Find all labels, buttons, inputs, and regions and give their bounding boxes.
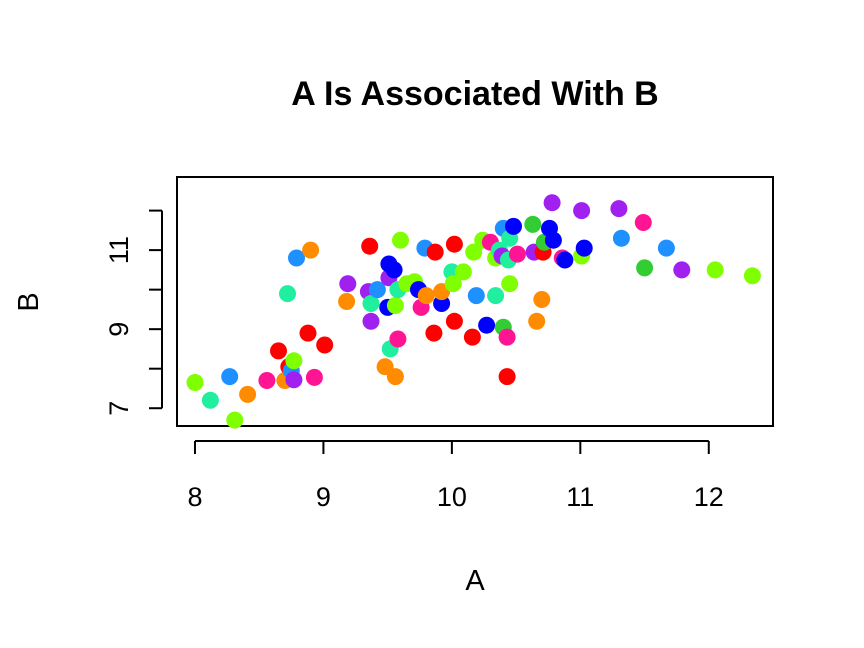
data-point	[454, 263, 472, 281]
x-axis-label: A	[465, 565, 485, 597]
data-point	[478, 316, 496, 334]
data-point	[285, 371, 303, 389]
data-point	[524, 215, 542, 233]
data-point	[508, 245, 526, 263]
plot-area-frame	[176, 176, 774, 427]
chart-title: A Is Associated With B	[291, 75, 658, 113]
data-point	[425, 324, 443, 342]
data-point	[339, 275, 357, 293]
x-tick-label: 11	[566, 482, 594, 512]
data-points	[186, 194, 761, 429]
data-point	[445, 235, 463, 253]
data-point	[556, 251, 574, 269]
data-point	[657, 239, 675, 257]
data-point	[362, 295, 380, 312]
data-point	[186, 374, 204, 391]
data-point	[305, 368, 323, 386]
data-point	[612, 229, 630, 247]
data-point	[467, 287, 485, 305]
data-point	[362, 312, 380, 330]
data-point	[221, 368, 239, 386]
x-tick-label: 8	[187, 482, 202, 512]
data-point	[487, 287, 505, 305]
x-tick-label: 10	[437, 482, 467, 512]
data-point	[392, 231, 409, 249]
data-point	[386, 297, 404, 314]
data-point	[501, 275, 519, 293]
data-point	[498, 328, 516, 346]
data-point	[743, 267, 761, 285]
data-point	[389, 330, 407, 348]
data-point	[226, 411, 244, 429]
x-tick-label: 12	[694, 482, 724, 512]
data-point	[543, 194, 561, 212]
x-tick-label: 9	[316, 482, 331, 512]
data-point	[338, 293, 356, 310]
data-point	[258, 372, 276, 389]
data-point	[279, 285, 296, 303]
data-point	[445, 312, 463, 330]
data-point	[573, 202, 591, 220]
data-point	[636, 259, 654, 277]
data-point	[673, 261, 691, 279]
data-point	[417, 287, 435, 305]
data-point	[505, 217, 522, 235]
data-point	[361, 237, 379, 255]
y-tick-label: 11	[104, 236, 134, 264]
x-axis: 8 9 10 11 12	[187, 440, 724, 512]
data-point	[533, 291, 551, 308]
data-point	[239, 385, 257, 403]
data-point	[385, 261, 403, 279]
y-axis: 7 9 11	[104, 209, 163, 416]
data-point	[433, 295, 451, 312]
data-point	[465, 243, 483, 261]
data-point	[463, 328, 481, 346]
data-point	[285, 352, 303, 370]
y-tick-label: 9	[104, 322, 134, 337]
data-point	[316, 336, 334, 354]
data-point	[386, 368, 404, 386]
data-point	[201, 391, 219, 409]
y-tick-label: 7	[104, 401, 134, 416]
data-point	[544, 231, 562, 249]
data-point	[368, 281, 386, 299]
data-point	[528, 312, 546, 330]
data-point	[302, 241, 320, 259]
data-point	[634, 214, 652, 231]
data-point	[706, 261, 724, 279]
data-point	[575, 239, 593, 257]
data-point	[299, 324, 317, 342]
data-point	[426, 243, 444, 261]
y-axis-label: B	[13, 292, 45, 311]
data-point	[444, 275, 462, 293]
data-point	[288, 249, 305, 267]
data-point	[270, 342, 287, 360]
data-point	[610, 200, 628, 218]
data-point	[498, 368, 516, 386]
